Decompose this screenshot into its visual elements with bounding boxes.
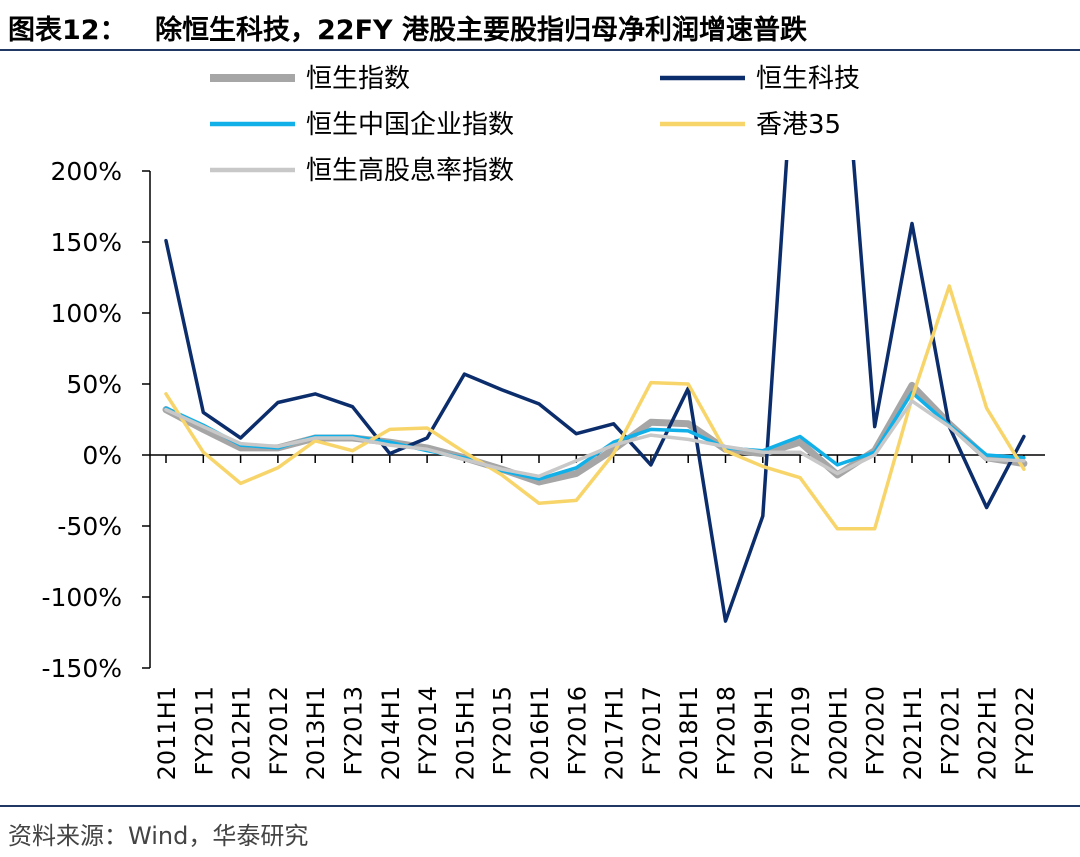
x-tick-label: FY2017	[638, 686, 666, 776]
legend-label: 香港35	[756, 110, 841, 140]
x-tick-label: 2016H1	[526, 686, 554, 780]
x-tick-label: 2020H1	[824, 686, 852, 780]
chart-title: 除恒生科技，22FY 港股主要股指归母净利润增速普跌	[155, 15, 807, 46]
series-line-2	[164, 160, 1026, 623]
x-tick-label: FY2013	[340, 686, 368, 776]
x-tick-label: FY2020	[862, 686, 890, 776]
x-tick-label: 2019H1	[750, 686, 778, 780]
x-tick-label: 2014H1	[377, 686, 405, 780]
x-tick-label: FY2014	[414, 686, 442, 776]
x-tick-label: 2017H1	[601, 686, 629, 780]
x-tick-label: FY2021	[936, 686, 964, 776]
x-axis: 2011H1 FY2011 2012H1 FY2012 2013H1 FY2013 2014…	[150, 454, 1045, 780]
y-tick-label: -150%	[42, 654, 123, 683]
series-line-4	[164, 284, 1026, 531]
x-tick-label: 2011H1	[153, 686, 181, 780]
x-tick-label: FY2012	[265, 686, 293, 776]
y-tick-label: 50%	[66, 370, 122, 399]
legend-label: 恒生中国企业指数	[306, 110, 514, 140]
series-layer	[162, 160, 1028, 623]
series-line-5	[164, 399, 1026, 479]
series-line-3	[164, 390, 1026, 481]
y-axis: 200% 150% 100% 50% 0% -50% -100% -150%	[42, 157, 151, 683]
x-tick-label: FY2019	[787, 686, 815, 776]
footer-divider	[0, 805, 1080, 807]
x-tick-label: FY2016	[563, 686, 591, 776]
y-tick-label: 200%	[51, 157, 122, 186]
x-tick-label: FY2018	[713, 686, 741, 776]
x-tick-label: 2013H1	[302, 686, 330, 780]
header-divider	[0, 49, 1080, 51]
x-tick-label: 2018H1	[675, 686, 703, 780]
x-tick-label: 2021H1	[899, 686, 927, 780]
x-tick-label: FY2015	[489, 686, 517, 776]
x-tick-label: FY2011	[190, 686, 218, 776]
source-note: 资料来源：Wind，华泰研究	[8, 822, 309, 850]
figure-label: 图表12：	[8, 15, 127, 46]
x-tick-label: 2015H1	[451, 686, 479, 780]
legend-label: 恒生指数	[306, 64, 410, 94]
legend-label: 恒生高股息率指数	[306, 156, 514, 186]
y-tick-label: -50%	[57, 512, 122, 541]
x-tick-label: 2012H1	[228, 686, 256, 780]
x-tick-label: FY2022	[1011, 686, 1039, 776]
figure-header: 图表12： 除恒生科技，22FY 港股主要股指归母净利润增速普跌	[0, 0, 1080, 51]
x-tick-label: 2022H1	[974, 686, 1002, 780]
y-tick-label: 150%	[51, 228, 122, 257]
legend-label: 恒生科技	[756, 64, 860, 94]
y-tick-label: 0%	[82, 441, 122, 470]
y-tick-label: 100%	[51, 299, 122, 328]
y-tick-label: -100%	[42, 583, 123, 612]
